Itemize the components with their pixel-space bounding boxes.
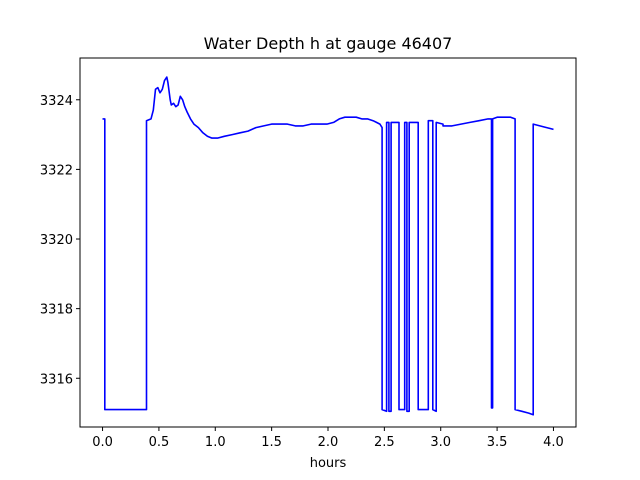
x-tick-label: 3.0	[430, 435, 451, 450]
x-axis-label: hours	[310, 456, 347, 471]
y-tick-label: 3322	[40, 163, 73, 178]
y-tick-label: 3318	[40, 303, 73, 318]
x-tick-label: 0.0	[92, 435, 113, 450]
x-tick-label: 2.0	[318, 435, 339, 450]
y-tick-label: 3324	[40, 94, 73, 109]
x-tick-label: 2.5	[374, 435, 395, 450]
plot-series	[102, 76, 554, 416]
x-tick-label: 3.5	[487, 435, 508, 450]
x-tick-label: 0.5	[149, 435, 170, 450]
x-axis-ticks: 0.0 0.5 1.0 1.5 2.0 2.5 3.0 3.5 4.0	[92, 427, 564, 450]
y-axis-ticks: 3316 3318 3320 3322 3324	[40, 94, 80, 387]
chart-title: Water Depth h at gauge 46407	[204, 34, 453, 53]
y-tick-label: 3320	[40, 233, 73, 248]
series-line	[102, 76, 554, 416]
x-tick-label: 1.0	[205, 435, 226, 450]
plot-frame	[79, 57, 577, 428]
x-tick-label: 4.0	[543, 435, 564, 450]
y-tick-label: 3316	[40, 372, 73, 387]
x-tick-label: 1.5	[261, 435, 282, 450]
